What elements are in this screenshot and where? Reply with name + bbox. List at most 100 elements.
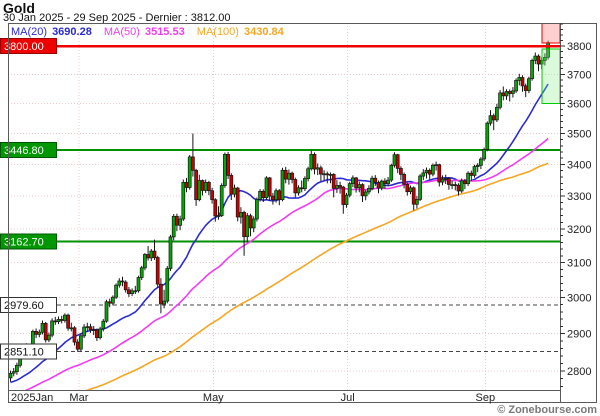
candle [363, 191, 368, 197]
candle [111, 296, 115, 304]
candle [440, 178, 445, 183]
candle [178, 218, 182, 226]
y-axis: 3800 3700 3600 3500 3400 3300 3200 3100 3000 2900… [560, 23, 591, 387]
candle [443, 178, 448, 180]
candle [523, 85, 528, 91]
candle [482, 149, 486, 160]
price-tag-text: 3162.70 [4, 236, 44, 248]
x-tick-label: Mar [69, 392, 88, 404]
candle [424, 169, 429, 174]
candle [15, 364, 19, 373]
candle [66, 314, 70, 329]
candle [373, 177, 378, 183]
candle [267, 177, 272, 197]
candle [248, 215, 253, 229]
candle [8, 372, 13, 379]
price-tag-text: 3446.80 [4, 145, 44, 157]
candle [530, 60, 534, 80]
y-tick-label: 3500 [567, 129, 591, 141]
candle [543, 56, 547, 61]
candle [533, 55, 538, 61]
candle [37, 331, 42, 335]
support-price-tag [0, 233, 57, 250]
candle [459, 180, 464, 192]
candle [347, 183, 352, 196]
candle [328, 174, 333, 176]
x-tick-label: Sep [476, 392, 496, 404]
candle [165, 268, 170, 302]
candle [146, 254, 150, 259]
candle [280, 169, 285, 201]
candle [258, 190, 262, 200]
candle [283, 169, 288, 180]
candle [239, 212, 243, 218]
candle [498, 92, 502, 108]
ma20-value: 3690.28 [52, 26, 92, 38]
y-tick-label: 3700 [567, 69, 591, 81]
candle [95, 329, 99, 339]
candle [255, 199, 259, 220]
ma100-legend-item: MA(100) 3430.84 [197, 26, 284, 38]
candle [47, 334, 51, 341]
candle [127, 289, 131, 295]
candle [315, 167, 320, 170]
candle [395, 154, 400, 169]
date-range-and-last: 30 Jan 2025 - 29 Sep 2025 - Dernier : 38… [3, 12, 231, 24]
candle [411, 187, 416, 205]
y-tick-label: 3400 [567, 159, 591, 171]
candle [437, 164, 442, 183]
candle [527, 78, 531, 91]
candle [197, 180, 202, 201]
candle [251, 218, 256, 229]
candle [469, 172, 474, 176]
candle [120, 280, 125, 283]
page-title: Gold [3, 0, 35, 16]
candle [421, 172, 426, 177]
candle [427, 169, 432, 175]
candle [338, 185, 342, 188]
candle [463, 180, 467, 185]
candle [245, 215, 250, 237]
candle [546, 42, 550, 58]
candle [101, 320, 106, 330]
ma20-line [10, 83, 549, 384]
candle [370, 177, 374, 189]
candle [235, 187, 240, 218]
candle [75, 341, 80, 350]
candle [159, 283, 163, 305]
candle [408, 187, 413, 192]
level-lines [8, 148, 560, 353]
candle [219, 185, 224, 216]
candle [203, 182, 208, 191]
candle [171, 215, 176, 238]
x-tick-label: Jul [341, 392, 355, 404]
candle [191, 156, 195, 171]
candle [63, 314, 67, 321]
candle [98, 328, 102, 339]
candle [232, 187, 237, 195]
candle [389, 164, 394, 181]
candle [162, 300, 166, 305]
candle [91, 329, 96, 331]
candle [133, 290, 138, 293]
ma100-label: MA(100) [196, 26, 239, 38]
candle [367, 188, 371, 193]
candle [434, 164, 438, 167]
candle [85, 326, 90, 329]
candle [290, 172, 294, 180]
candle [194, 169, 198, 201]
candle [360, 184, 365, 197]
candle [143, 254, 147, 269]
candle [53, 320, 58, 323]
candle [274, 190, 278, 201]
candle [117, 280, 122, 286]
candle [453, 184, 458, 186]
zonebourse-watermark: © Zonebourse.com [497, 404, 597, 416]
ma20-label: MA(20) [11, 26, 48, 38]
candle [485, 122, 490, 150]
candle [306, 168, 310, 179]
candle [11, 371, 16, 374]
candle [200, 180, 205, 191]
candle [491, 115, 496, 121]
